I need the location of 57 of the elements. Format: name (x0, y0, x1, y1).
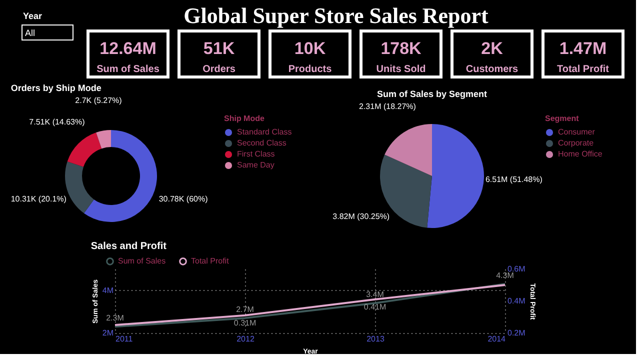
donut-slice (96, 130, 111, 149)
legend-title: Ship Mode (224, 114, 265, 123)
donut-slice (84, 130, 157, 222)
text: 12.64M (100, 39, 156, 58)
legend-label: Sum of Sales (118, 256, 166, 266)
data-label: 7.51K (14.63%) (29, 118, 86, 127)
chart-title: Orders by Ship Mode (10, 83, 102, 94)
text: Units Sold (376, 64, 426, 75)
data-label: 2.3M (106, 314, 124, 323)
text: Total Profit (556, 64, 610, 75)
data-label: 0.31M (234, 318, 256, 328)
y2-tick-label: 0.2M (508, 328, 526, 338)
legend-label: Corporate (558, 138, 594, 148)
text: Orders (202, 64, 236, 75)
legend-label: Standard Class (237, 128, 292, 136)
data-label: 2.31M (18.27%) (359, 102, 416, 112)
pie-slice (427, 124, 484, 228)
text: 1.47M (559, 39, 607, 58)
x-tick-label: 2013 (366, 334, 385, 344)
legend-label: Second Class (237, 138, 286, 148)
text: Products (288, 64, 332, 75)
text: Customers (466, 64, 519, 75)
y2-tick-label: 0.6M (508, 264, 526, 274)
x-tick-label: 2012 (236, 334, 255, 344)
donut-slice (67, 132, 102, 167)
data-label: 4.3M (496, 270, 514, 280)
text: 2K (481, 39, 504, 58)
data-label: 10.31K (20.1%) (10, 194, 67, 204)
x-tick-label: 2011 (116, 334, 134, 344)
text: Year (23, 11, 43, 21)
legend-label: Home Office (558, 150, 603, 158)
data-label: 30.78K (60%) (158, 194, 208, 204)
data-label: 2.7K (5.27%) (75, 96, 122, 106)
pie-slice (384, 124, 432, 176)
y-tick-label: 2M (102, 328, 114, 338)
legend-title: Segment (545, 114, 580, 123)
text: 51K (203, 39, 236, 58)
legend-label: Consumer (558, 128, 596, 136)
text: All (25, 28, 36, 38)
legend-label: First Class (237, 150, 275, 158)
text: Global Super Store Sales Report (184, 3, 490, 28)
legend-label: Same Day (237, 160, 274, 170)
chart-title: Sales and Profit (90, 241, 168, 252)
y-tick-label: 4M (102, 286, 114, 295)
text: 10K (294, 39, 326, 58)
data-label: 0.41M (364, 302, 386, 312)
data-label: 6.51M (51.48%) (485, 174, 543, 184)
legend-label: Total Profit (191, 256, 230, 266)
data-label: 2.7M (236, 305, 254, 314)
text: Sum of Sales (96, 64, 160, 75)
x-tick-label: 2014 (488, 334, 506, 344)
data-label: 3.4M (366, 290, 384, 300)
data-label: 3.82M (30.25%) (332, 212, 390, 222)
text: 178K (380, 39, 422, 58)
donut-slice (65, 162, 94, 214)
y2-tick-label: 0.4M (508, 296, 526, 306)
chart-title: Sum of Sales by Segment (376, 89, 488, 100)
